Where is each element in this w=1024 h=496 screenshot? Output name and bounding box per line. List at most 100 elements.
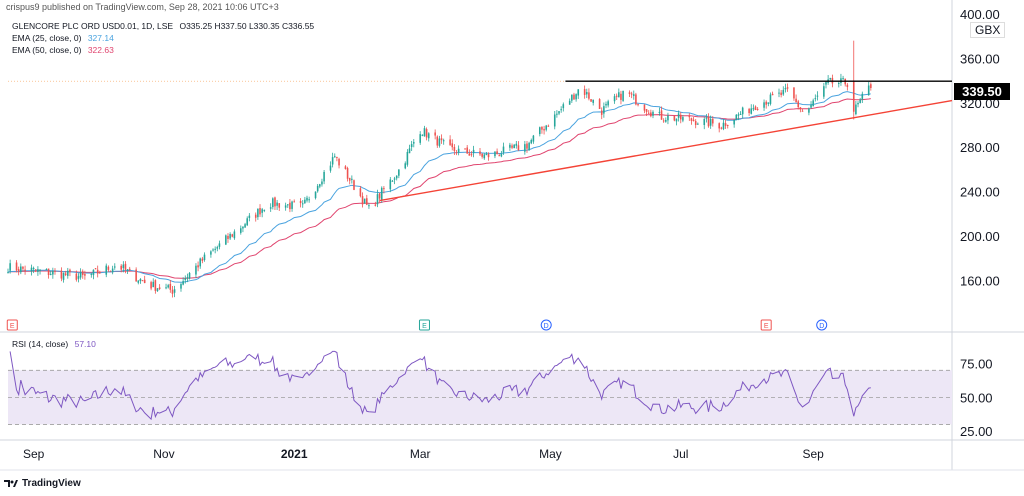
candle-body (366, 198, 368, 205)
candle-body (784, 87, 787, 90)
candle-body (336, 156, 338, 158)
earnings-marker (418, 319, 430, 331)
event-marker-label: D (819, 323, 824, 330)
last-price-label: 339.50 (954, 83, 1010, 100)
candle-body (479, 151, 481, 155)
candle-body (650, 112, 652, 117)
candle-body (511, 145, 513, 148)
ema25-value: 327.14 (87, 33, 114, 43)
candle-body (94, 268, 97, 270)
candle-body (483, 154, 486, 159)
candle-body (741, 107, 744, 115)
candle-body (861, 93, 864, 100)
candle-body (269, 207, 272, 209)
candle-body (665, 120, 667, 122)
candle-body (457, 148, 460, 153)
candle-body (573, 94, 575, 100)
candle-body (210, 251, 212, 255)
candle-body (92, 269, 95, 276)
currency-label: GBX (970, 22, 1006, 38)
candle-body (333, 156, 336, 158)
candle-body (107, 266, 110, 270)
candle-body (203, 254, 206, 260)
ema50-label: EMA (50, close, 0) (12, 45, 82, 55)
candle-body (105, 265, 108, 275)
candle-body (188, 272, 191, 279)
candle-body (299, 201, 302, 204)
candle-body (526, 143, 528, 149)
candle-body (239, 228, 242, 233)
candle-body (726, 125, 729, 127)
candle-body (752, 108, 755, 110)
candle-body (677, 113, 680, 118)
candle-body (748, 108, 750, 114)
candle-body (560, 109, 562, 111)
candle-body (64, 273, 67, 275)
ema25-label: EMA (25, close, 0) (12, 33, 82, 43)
candle-body (77, 276, 80, 279)
candle-body (410, 144, 413, 148)
candle-body (765, 101, 767, 105)
candle-body (111, 268, 114, 273)
candle-body (870, 84, 872, 88)
ema50-legend[interactable]: EMA (50, close, 0) 322.63 (12, 45, 114, 55)
candle-body (227, 235, 229, 239)
candle-body (257, 208, 259, 218)
candle-body (197, 265, 199, 268)
candle-body (329, 165, 332, 171)
candle-body (607, 101, 609, 106)
candle-body (733, 119, 735, 125)
candle-body (128, 268, 131, 270)
candle-body (628, 92, 631, 94)
candle-body (697, 123, 699, 125)
candle-body (244, 224, 246, 228)
candle-body (739, 113, 742, 115)
candle-body (711, 118, 714, 124)
candle-body (575, 94, 577, 100)
candle-body (398, 169, 400, 176)
candle-body (120, 265, 122, 270)
candle-body (652, 111, 654, 116)
candle-body (60, 270, 63, 279)
candle-body (9, 263, 11, 271)
event-marker-label: E (10, 323, 15, 330)
candle-body (857, 102, 859, 105)
candle-body (291, 201, 293, 209)
candle-body (825, 81, 827, 85)
candle-body (500, 153, 503, 157)
candle-body (524, 144, 526, 152)
candle-body (261, 209, 263, 213)
candle-body (867, 85, 870, 96)
candle-body (556, 113, 558, 115)
candle-body (113, 266, 116, 268)
candle-body (453, 146, 456, 152)
candle-body (496, 151, 498, 154)
candle-body (47, 268, 50, 275)
rsi-legend[interactable]: RSI (14, close) 57.10 (12, 339, 96, 349)
price-tick-label: 400.00 (960, 7, 1000, 22)
candle-body (541, 126, 543, 130)
candle-body (259, 208, 261, 215)
candle-body (186, 277, 189, 279)
time-tick-label: Mar (410, 447, 431, 461)
candle-body (466, 147, 468, 154)
candle-body (7, 272, 9, 274)
price-tick-label: 240.00 (960, 185, 1000, 200)
candle-body (169, 283, 172, 290)
candle-body (301, 203, 304, 205)
candle-body (735, 114, 738, 121)
candle-body (724, 123, 727, 126)
candle-body (383, 188, 385, 190)
time-tick-label: Nov (153, 447, 174, 461)
candle-body (635, 94, 637, 105)
candle-body (24, 269, 26, 272)
candle-body (436, 136, 439, 146)
ema25-legend[interactable]: EMA (25, close, 0) 327.14 (12, 33, 114, 43)
time-tick-label: Sep (802, 447, 824, 461)
candle-body (455, 152, 458, 154)
candle-body (517, 145, 520, 151)
brand-footer[interactable]: TradingView (4, 478, 81, 489)
candle-body (852, 80, 855, 112)
symbol-legend: GLENCORE PLC ORD USD0.01, 1D, LSE O335.2… (12, 21, 314, 31)
